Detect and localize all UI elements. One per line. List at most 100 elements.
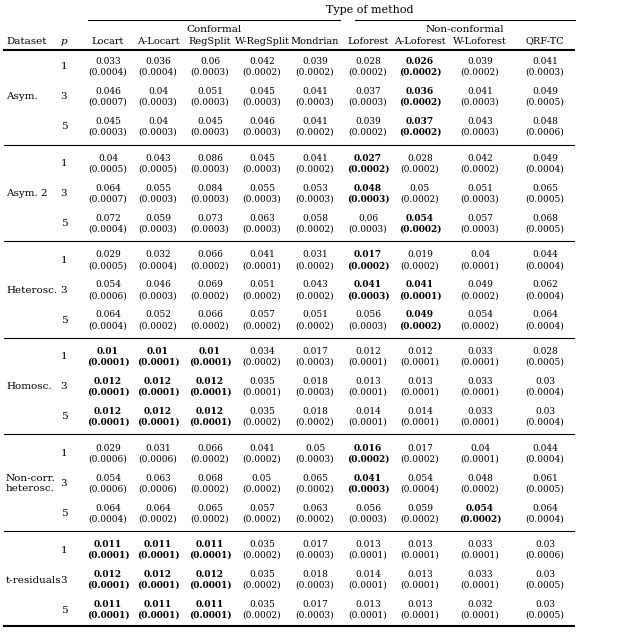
Text: 0.012: 0.012 [94,407,122,416]
Text: 0.051: 0.051 [467,184,493,192]
Text: Locart: Locart [92,36,124,46]
Text: (0.0002): (0.0002) [243,514,282,523]
Text: (0.0001): (0.0001) [189,388,231,397]
Text: (0.0002): (0.0002) [296,128,334,137]
Text: 0.014: 0.014 [355,407,381,416]
Text: W-Loforest: W-Loforest [453,36,507,46]
Text: (0.0003): (0.0003) [461,98,499,107]
Text: 0.049: 0.049 [532,87,558,96]
Text: (0.0002): (0.0002) [296,514,334,523]
Text: 0.05: 0.05 [305,443,325,453]
Text: 0.066: 0.066 [197,250,223,259]
Text: 5: 5 [61,606,67,615]
Text: 0.057: 0.057 [467,213,493,223]
Text: (0.0002): (0.0002) [243,418,282,427]
Text: 0.012: 0.012 [144,407,172,416]
Text: 0.044: 0.044 [532,250,558,259]
Text: 0.057: 0.057 [249,311,275,319]
Text: (0.0005): (0.0005) [88,261,127,270]
Text: (0.0002): (0.0002) [296,224,334,234]
Text: 0.032: 0.032 [145,250,171,259]
Text: 0.062: 0.062 [532,280,558,290]
Text: (0.0002): (0.0002) [401,164,439,173]
Text: 0.012: 0.012 [94,570,122,579]
Text: (0.0001): (0.0001) [461,418,499,427]
Text: (0.0007): (0.0007) [88,98,127,107]
Text: 0.056: 0.056 [355,504,381,512]
Text: 0.041: 0.041 [532,57,558,66]
Text: 0.037: 0.037 [406,117,434,126]
Text: 0.055: 0.055 [249,184,275,192]
Text: 0.031: 0.031 [145,443,171,453]
Text: 0.017: 0.017 [302,540,328,549]
Text: (0.0001): (0.0001) [189,418,231,427]
Text: (0.0003): (0.0003) [139,98,177,107]
Text: (0.0002): (0.0002) [191,321,229,330]
Text: (0.0002): (0.0002) [461,321,499,330]
Text: (0.0002): (0.0002) [399,98,441,107]
Text: (0.0005): (0.0005) [525,581,564,590]
Text: (0.0003): (0.0003) [461,194,499,203]
Text: 0.035: 0.035 [249,407,275,416]
Text: A-Locart: A-Locart [137,36,179,46]
Text: 0.011: 0.011 [196,600,224,609]
Text: (0.0003): (0.0003) [296,98,334,107]
Text: (0.0003): (0.0003) [191,98,229,107]
Text: 0.012: 0.012 [144,570,172,579]
Text: 0.046: 0.046 [249,117,275,126]
Text: (0.0003): (0.0003) [191,164,229,173]
Text: 0.026: 0.026 [406,57,434,66]
Text: 0.03: 0.03 [535,600,555,609]
Text: 0.068: 0.068 [197,474,223,483]
Text: (0.0005): (0.0005) [88,164,127,173]
Text: 0.011: 0.011 [196,540,224,549]
Text: (0.0002): (0.0002) [296,418,334,427]
Text: (0.0002): (0.0002) [191,485,229,493]
Text: 0.049: 0.049 [467,280,493,290]
Text: 1: 1 [61,545,67,554]
Text: (0.0002): (0.0002) [399,321,441,330]
Text: (0.0002): (0.0002) [296,164,334,173]
Text: 0.064: 0.064 [95,311,121,319]
Text: (0.0002): (0.0002) [243,551,282,560]
Text: (0.0002): (0.0002) [461,164,499,173]
Text: (0.0001): (0.0001) [86,611,129,620]
Text: (0.0001): (0.0001) [401,358,440,367]
Text: 0.013: 0.013 [407,540,433,549]
Text: (0.0001): (0.0001) [461,581,499,590]
Text: 0.011: 0.011 [94,540,122,549]
Text: 0.049: 0.049 [406,311,434,319]
Text: (0.0003): (0.0003) [243,224,282,234]
Text: (0.0002): (0.0002) [461,291,499,300]
Text: 5: 5 [61,509,67,518]
Text: (0.0001): (0.0001) [86,388,129,397]
Text: p: p [61,36,67,46]
Text: 0.046: 0.046 [95,87,121,96]
Text: 0.05: 0.05 [410,184,430,192]
Text: (0.0002): (0.0002) [347,164,389,173]
Text: (0.0003): (0.0003) [139,194,177,203]
Text: 0.04: 0.04 [148,87,168,96]
Text: (0.0005): (0.0005) [139,164,177,173]
Text: 0.041: 0.041 [249,250,275,259]
Text: (0.0002): (0.0002) [347,261,389,270]
Text: (0.0003): (0.0003) [191,68,229,77]
Text: Non-corr.
heterosc.: Non-corr. heterosc. [6,474,56,493]
Text: (0.0002): (0.0002) [139,514,177,523]
Text: 0.012: 0.012 [196,407,224,416]
Text: (0.0001): (0.0001) [349,388,387,397]
Text: 0.044: 0.044 [532,443,558,453]
Text: (0.0002): (0.0002) [399,224,441,234]
Text: (0.0003): (0.0003) [139,128,177,137]
Text: (0.0006): (0.0006) [139,454,177,464]
Text: (0.0001): (0.0001) [243,388,282,397]
Text: 0.055: 0.055 [145,184,171,192]
Text: 0.028: 0.028 [532,347,558,356]
Text: (0.0002): (0.0002) [296,485,334,493]
Text: 0.029: 0.029 [95,443,121,453]
Text: (0.0007): (0.0007) [88,194,127,203]
Text: 0.043: 0.043 [145,154,171,163]
Text: 0.013: 0.013 [407,377,433,386]
Text: 0.051: 0.051 [302,311,328,319]
Text: 0.04: 0.04 [98,154,118,163]
